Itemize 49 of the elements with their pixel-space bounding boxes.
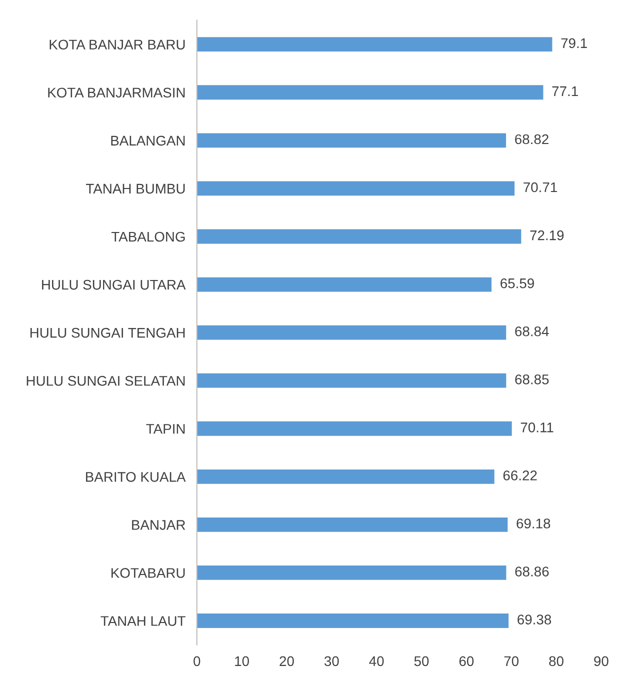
bar <box>196 133 506 148</box>
data-label: 68.84 <box>515 326 549 336</box>
x-tick-label: 80 <box>549 656 564 666</box>
bar <box>196 37 552 52</box>
y-tick-label: KOTA BANJARMASIN <box>48 88 185 98</box>
data-label: 69.38 <box>518 614 552 624</box>
bar <box>196 373 506 388</box>
data-label: 69.18 <box>516 518 550 528</box>
y-tick-label: HULU SUNGAI TENGAH <box>30 328 185 338</box>
data-label: 65.59 <box>500 278 534 288</box>
data-label: 68.86 <box>515 566 549 576</box>
data-label: 68.82 <box>515 134 548 144</box>
y-tick-label: BARITO KUALA <box>86 472 186 482</box>
y-tick-label: TABALONG <box>111 232 185 242</box>
x-tick-label: 20 <box>280 656 294 666</box>
x-tick-label: 50 <box>414 656 429 666</box>
y-tick-label: TAPIN <box>146 424 185 434</box>
y-tick-label: TANAH BUMBU <box>86 184 185 194</box>
x-tick-label: 70 <box>504 656 519 666</box>
x-tick-label: 90 <box>594 656 608 666</box>
bar <box>196 229 522 244</box>
x-tick-label: 10 <box>235 656 249 666</box>
y-tick-label: KOTABARU <box>112 568 185 578</box>
y-tick-label: BALANGAN <box>111 136 185 146</box>
data-label: 72.19 <box>530 230 564 240</box>
bar <box>196 85 544 100</box>
data-label: 68.85 <box>515 374 549 384</box>
y-tick-label: TANAH LAUT <box>100 616 186 626</box>
data-label: 70.71 <box>524 182 557 192</box>
bar <box>196 325 506 340</box>
y-tick-label: BANJAR <box>132 520 186 530</box>
bar <box>196 421 512 436</box>
x-tick-label: 30 <box>324 656 339 666</box>
data-label: 77.1 <box>552 86 578 96</box>
bar <box>196 614 509 628</box>
y-tick-label: HULU SUNGAI SELATAN <box>26 376 185 386</box>
bar <box>196 517 508 532</box>
y-tick-label: KOTA BANJAR BARU <box>50 40 185 50</box>
bar <box>196 566 506 580</box>
x-tick-label: 40 <box>369 656 384 666</box>
bar <box>196 181 515 196</box>
bar <box>196 277 492 292</box>
data-label: 66.22 <box>503 470 537 480</box>
bar <box>196 469 494 484</box>
data-label: 79.1 <box>561 38 587 48</box>
x-tick-label: 0 <box>194 656 200 666</box>
data-label: 70.11 <box>520 422 554 432</box>
y-tick-label: HULU SUNGAI UTARA <box>42 280 186 290</box>
x-tick-label: 60 <box>459 656 474 666</box>
